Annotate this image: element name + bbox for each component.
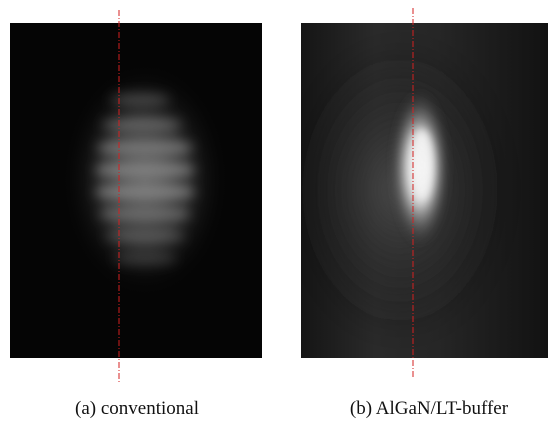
- panel-a-image: [10, 23, 262, 358]
- panel-b-image: [301, 23, 548, 358]
- caption: (b) AlGaN/LT-buffer: [350, 398, 509, 419]
- caption: (a) conventional: [75, 398, 199, 419]
